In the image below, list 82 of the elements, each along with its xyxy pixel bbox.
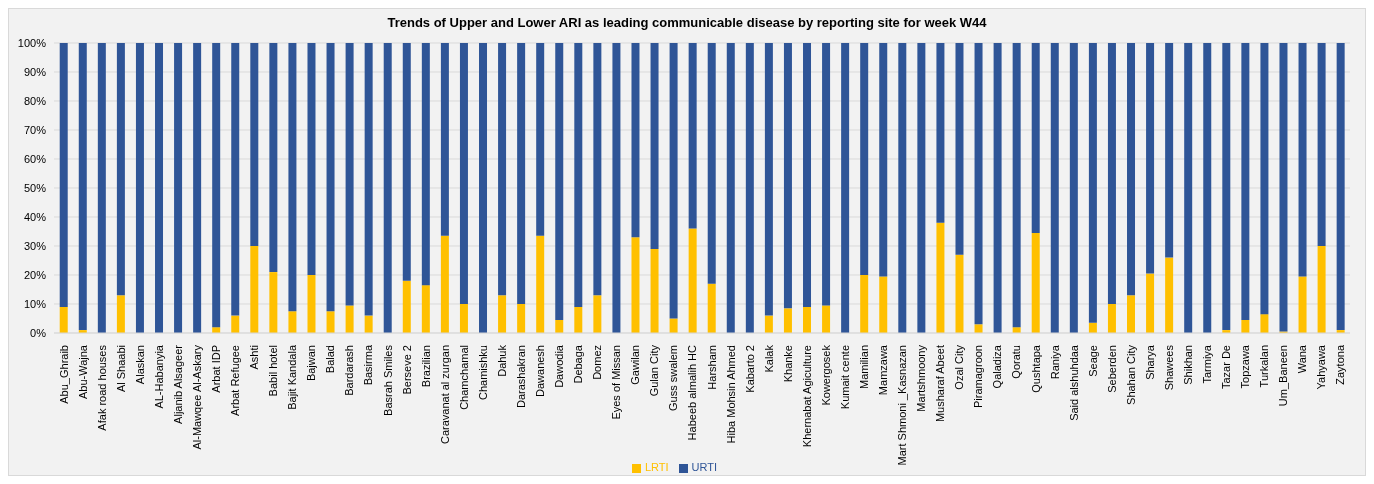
y-tick-label: 80% xyxy=(23,94,47,107)
x-tick-label: Um_Baneen xyxy=(1277,345,1290,407)
x-tick-label: Abu-Wajna xyxy=(76,344,89,400)
x-tick-label: Dawanesh xyxy=(534,345,546,397)
x-tick-label: Ashti xyxy=(248,345,261,370)
x-tick-label: Seage xyxy=(1086,345,1099,377)
legend-label: LRTI xyxy=(644,461,669,473)
x-tick-label: Tarmiya xyxy=(1201,344,1214,384)
x-tick-label: Mamilian xyxy=(858,345,870,390)
x-tick-label: Shahan City xyxy=(1124,344,1137,405)
x-tick-label: Kalak xyxy=(762,344,775,373)
x-tick-label: Abu_Ghraib xyxy=(57,345,70,404)
x-tick-label: Raniya xyxy=(1048,344,1061,380)
x-tick-label: Debaga xyxy=(572,344,585,384)
x-tick-label: AL-Habanyia xyxy=(152,344,165,409)
y-tick-label: 40% xyxy=(23,210,47,223)
y-tick-label: 50% xyxy=(23,181,47,194)
y-tick-label: 100% xyxy=(17,36,47,49)
x-tick-label: Arbat IDP xyxy=(210,345,222,393)
x-tick-label: Kowergosek xyxy=(819,344,832,406)
x-tick-label: Dawodia xyxy=(553,344,566,388)
x-tick-label: Basirma xyxy=(362,344,375,386)
x-tick-label: Darashakran xyxy=(514,345,527,408)
y-tick-label: 90% xyxy=(23,65,47,78)
x-tick-label: Gawilan xyxy=(629,345,642,385)
x-tick-label: Balad xyxy=(324,345,337,374)
x-tick-label: Kumait cente xyxy=(838,345,851,410)
chart-title: Trends of Upper and Lower ARI as leading communicable disease by reporting site for week W44 xyxy=(386,14,988,32)
x-tick-label: Mart Shmoni _Kasnazan xyxy=(896,345,909,466)
x-tick-label: Chamchamal xyxy=(457,345,470,410)
x-tick-label: Gulan City xyxy=(648,344,661,397)
x-tick-label: Kabarto 2 xyxy=(743,345,756,393)
x-tick-label: Chamishku xyxy=(476,345,489,401)
x-tick-label: Arbat Refugee xyxy=(229,345,242,416)
y-tick-label: 10% xyxy=(23,297,47,310)
x-tick-label: Khanke xyxy=(781,345,794,383)
x-tick-label: Al Shaabi xyxy=(114,345,127,393)
y-tick-label: 60% xyxy=(23,152,47,165)
x-tick-label: Tazar De xyxy=(1220,345,1233,390)
x-tick-label: Brazilian xyxy=(419,345,432,388)
x-tick-label: Mamzawa xyxy=(877,344,890,396)
x-tick-label: Harsham xyxy=(705,345,718,390)
x-tick-label: Ozal City xyxy=(953,344,966,390)
x-tick-label: Musharaf Abeet xyxy=(934,345,947,423)
x-tick-label: Seberden xyxy=(1105,345,1118,393)
x-tick-label: Dahuk xyxy=(495,344,508,377)
x-tick-label: Wana xyxy=(1296,344,1309,374)
x-tick-label: Yahyawa xyxy=(1315,344,1328,390)
x-tick-label: Basrah Smiles xyxy=(381,344,394,416)
x-tick-label: Zaytona xyxy=(1334,344,1347,385)
x-tick-label: Al-Mawqee Al-Askary xyxy=(190,344,203,450)
x-tick-label: Babil hotel xyxy=(267,345,280,397)
x-tick-label: Hiba Mohsin Ahmed xyxy=(724,345,737,444)
x-tick-label: Berseve 2 xyxy=(400,345,413,395)
x-tick-label: Qaladiza xyxy=(991,344,1004,389)
x-tick-label: Alaskan xyxy=(133,345,146,385)
y-tick-label: 70% xyxy=(23,123,47,136)
x-tick-label: Shikhan xyxy=(1182,345,1194,385)
legend-label: URTI xyxy=(691,461,718,473)
x-tick-label: Khernabat Agiculture xyxy=(800,345,813,448)
x-tick-label: Qushtapa xyxy=(1029,344,1042,393)
x-tick-label: Bajwan xyxy=(305,345,318,382)
x-tick-label: Shawees xyxy=(1162,344,1175,391)
x-tick-label: Afak road houses xyxy=(95,344,108,431)
x-tick-label: Said alshuhdaa xyxy=(1067,344,1080,421)
x-tick-label: Habeeb almalih HC xyxy=(686,344,699,441)
x-tick-label: Caravanat al zurgan xyxy=(438,345,451,445)
x-tick-label: Turkalan xyxy=(1258,345,1271,388)
y-tick-label: 0% xyxy=(30,326,47,339)
x-tick-label: Bajit Kandala xyxy=(286,344,299,410)
x-tick-label: Sharya xyxy=(1143,344,1156,380)
x-tick-label: Topzawa xyxy=(1239,344,1252,389)
x-tick-label: Aljanib Alsageer xyxy=(171,344,184,424)
x-tick-label: Qoratu xyxy=(1010,345,1023,379)
x-tick-label: Eyes of Missan xyxy=(610,345,623,420)
x-tick-label: Martshmoony xyxy=(915,344,928,412)
y-tick-label: 20% xyxy=(23,268,47,281)
x-tick-label: Bardarash xyxy=(343,345,356,396)
x-tick-label: Guss swalem xyxy=(667,345,680,412)
y-tick-label: 30% xyxy=(23,239,47,252)
x-tick-label: Piramagroon xyxy=(972,345,985,408)
x-tick-label: Domez xyxy=(591,345,604,380)
